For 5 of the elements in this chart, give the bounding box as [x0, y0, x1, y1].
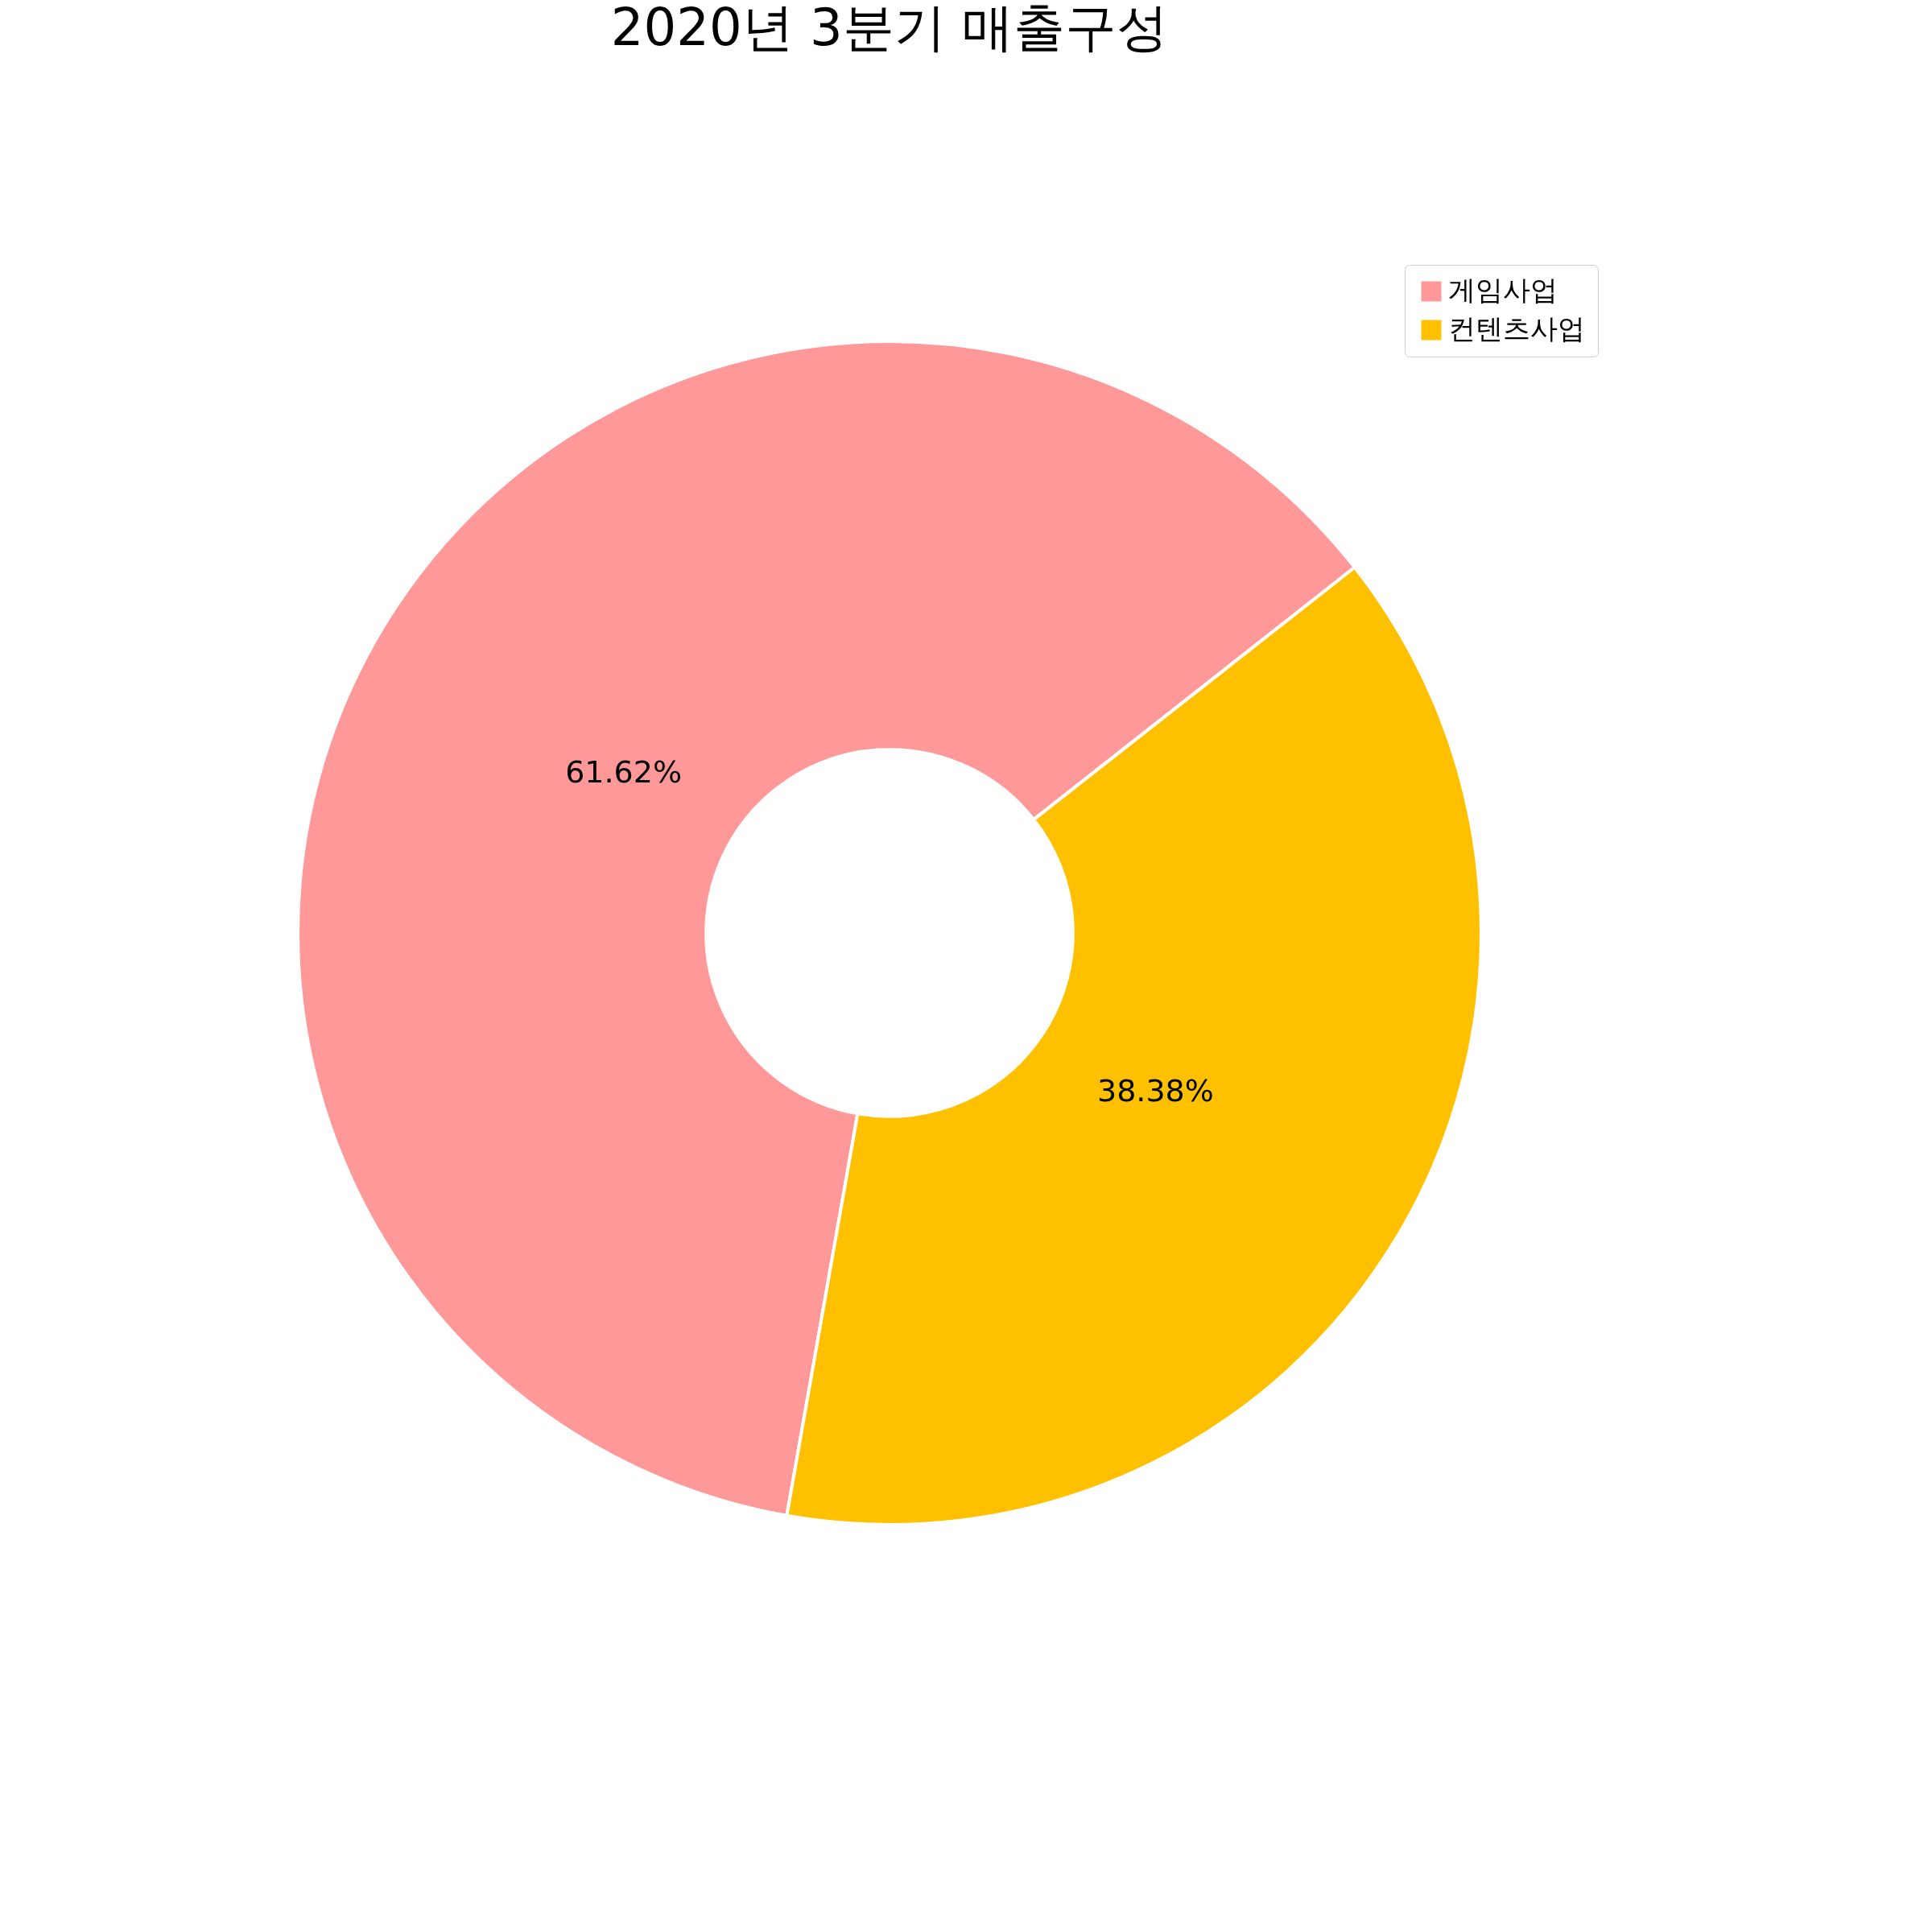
legend-label: 컨텐츠사업 — [1448, 312, 1585, 345]
legend-label: 게임사업 — [1448, 274, 1558, 306]
data-label: 38.38% — [1096, 1072, 1214, 1108]
data-label: 61.62% — [565, 754, 683, 791]
chart-title: 2020년 3분기 매출구성 — [610, 0, 1169, 57]
